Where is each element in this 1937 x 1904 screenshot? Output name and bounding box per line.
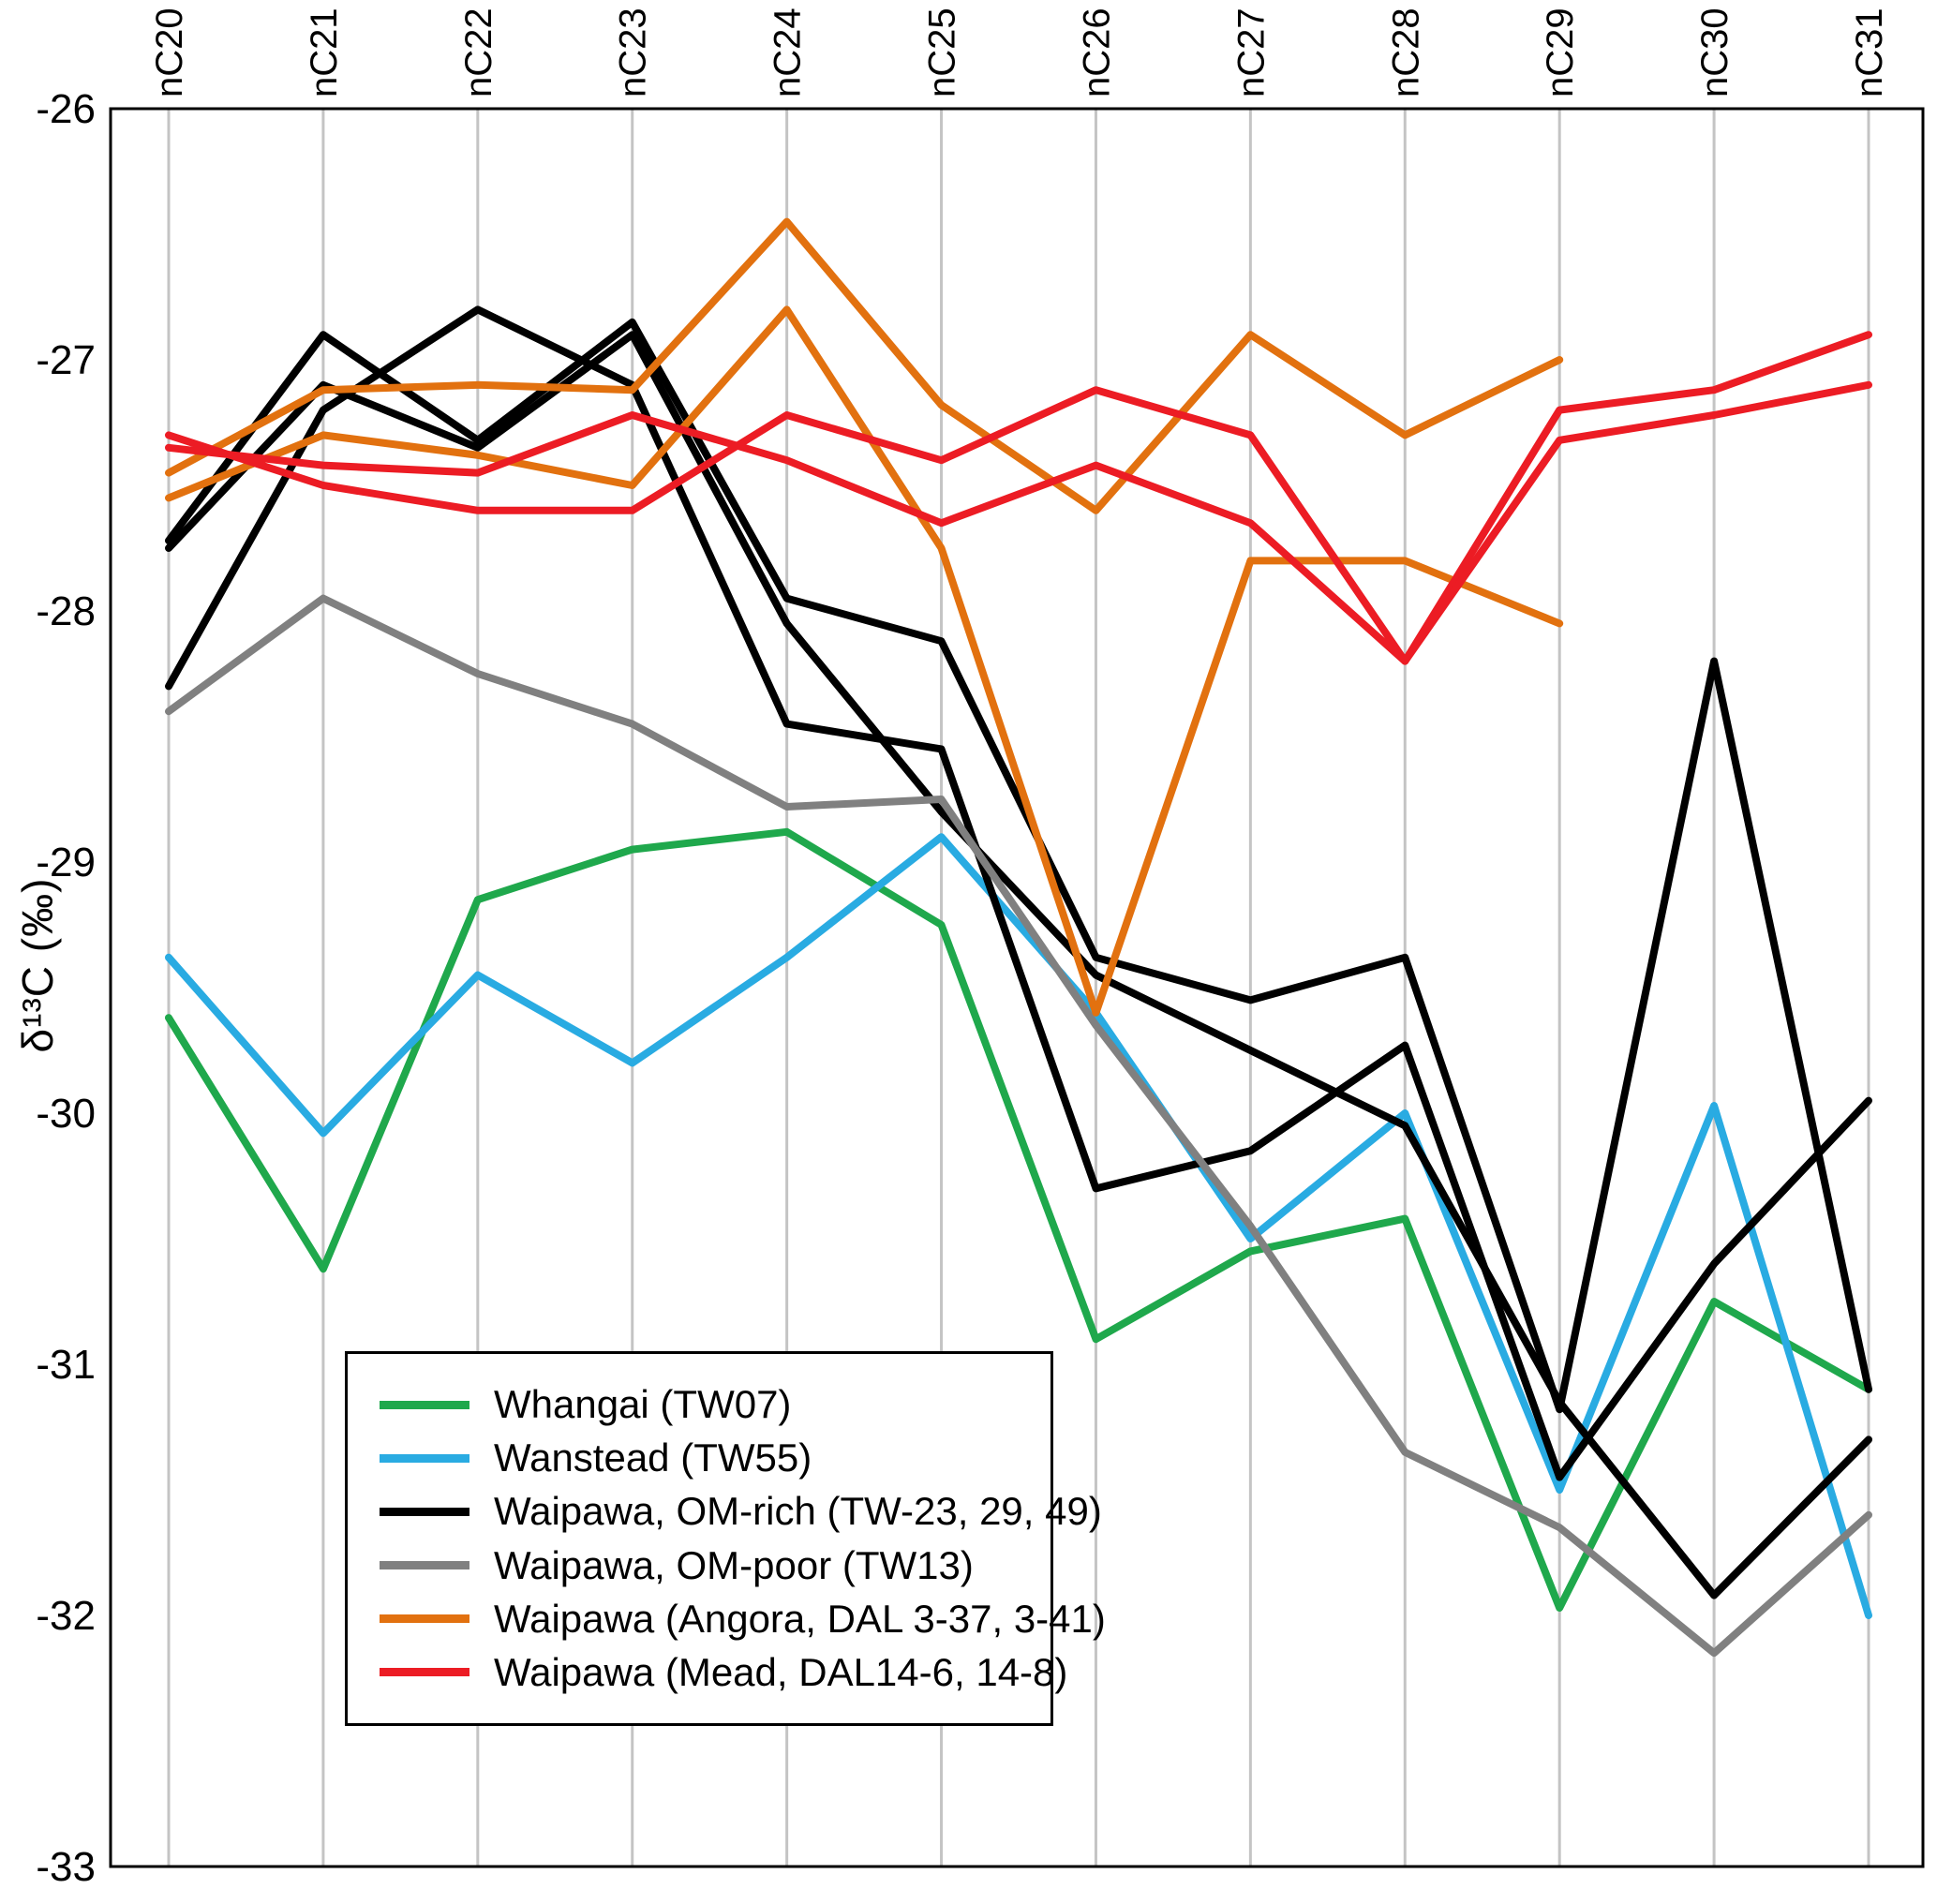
series-line: [165, 331, 1872, 1599]
y-axis-title: δ¹³C (‰): [13, 877, 62, 1053]
x-tick-label: nC31: [1849, 7, 1890, 97]
y-tick-label: -28: [36, 588, 96, 634]
y-tick-label: -31: [36, 1342, 96, 1388]
x-tick-label: nC23: [613, 7, 654, 97]
series-line: [165, 305, 1872, 1481]
legend-entry: Waipawa, OM-rich (TW-23, 29, 49): [380, 1489, 1102, 1534]
legend-entry: Waipawa (Mead, DAL14-6, 14-8): [380, 1650, 1067, 1695]
series-line: [165, 318, 1872, 1414]
legend-label: Wanstead (TW55): [494, 1435, 812, 1480]
series-line: [165, 305, 1564, 1017]
y-axis-labels: -26 -27 -28 -29 -30 -31 -32 -33: [36, 86, 96, 1890]
series-line: [165, 217, 1564, 514]
x-tick-label: nC26: [1076, 7, 1117, 97]
series-line: [165, 331, 1872, 665]
legend-label: Waipawa (Angora, DAL 3-37, 3-41): [494, 1596, 1106, 1641]
legend-entry: Waipawa, OM-poor (TW13): [380, 1543, 1019, 1588]
x-tick-label: nC20: [149, 7, 190, 97]
x-tick-label: nC28: [1385, 7, 1426, 97]
data-series: [165, 217, 1872, 1658]
legend-line-swatch: [380, 1668, 469, 1677]
series-line: [165, 827, 1872, 1612]
x-tick-label: nC27: [1230, 7, 1272, 97]
y-tick-label: -26: [36, 86, 96, 132]
plot-border: [109, 107, 1925, 1868]
legend-line-swatch: [380, 1507, 469, 1516]
series-line: [165, 594, 1872, 1658]
legend-line-swatch: [380, 1614, 469, 1624]
x-tick-label: nC25: [922, 7, 963, 97]
x-tick-label: nC22: [458, 7, 499, 97]
legend-label: Waipawa, OM-rich (TW-23, 29, 49): [494, 1489, 1102, 1534]
legend-label: Whangai (TW07): [494, 1382, 792, 1426]
legend-line-swatch: [380, 1400, 469, 1409]
x-tick-label: nC21: [304, 7, 345, 97]
legend-entry: Wanstead (TW55): [380, 1435, 1019, 1480]
series-line: [165, 380, 1872, 665]
x-tick-label: nC24: [767, 7, 809, 97]
y-tick-label: -30: [36, 1091, 96, 1137]
legend-label: Waipawa (Mead, DAL14-6, 14-8): [494, 1649, 1068, 1694]
legend: Whangai (TW07) Wanstead (TW55) Waipawa, OM…: [345, 1351, 1106, 1726]
legend-label: Waipawa, OM-poor (TW13): [494, 1542, 974, 1587]
series-line: [165, 833, 1872, 1619]
y-tick-label: -27: [36, 337, 96, 383]
x-tick-label: nC29: [1540, 7, 1581, 97]
y-tick-label: -33: [36, 1844, 96, 1890]
legend-line-swatch: [380, 1453, 469, 1463]
legend-entry: Waipawa (Angora, DAL 3-37, 3-41): [380, 1597, 1106, 1642]
x-tick-label: nC30: [1694, 7, 1736, 97]
x-axis-labels: nC20 nC21 nC22 nC23 nC24 nC25 nC26 nC27 nC28 nC29…: [149, 7, 1890, 97]
legend-entry: Whangai (TW07): [380, 1382, 1019, 1427]
y-tick-label: -29: [36, 840, 96, 885]
legend-line-swatch: [380, 1561, 469, 1570]
y-tick-label: -32: [36, 1593, 96, 1639]
